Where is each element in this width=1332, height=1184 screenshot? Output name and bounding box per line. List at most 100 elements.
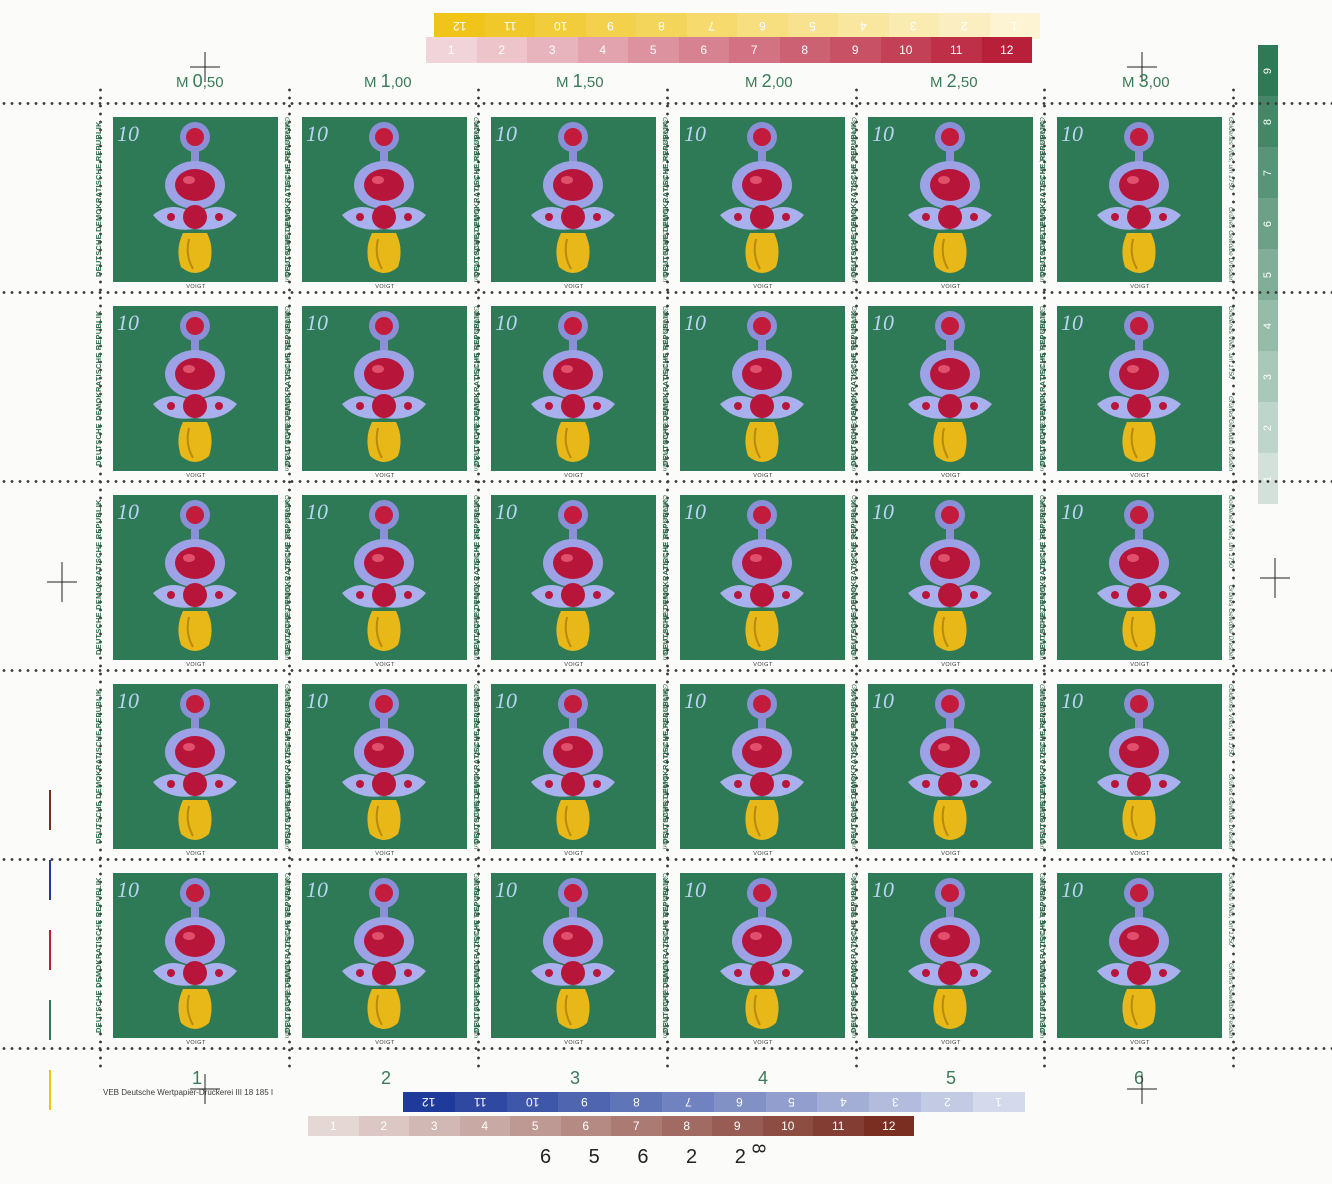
- stamp-denomination: 10: [1061, 877, 1083, 902]
- golden-fleece-jewel-icon: [1097, 689, 1181, 840]
- stamp-country: DEUTSCHE DEMOKRATISCHE REPUBLIK: [849, 877, 858, 1034]
- stamp: DEUTSCHE DEMOKRATISCHE REPUBLIK 10 Golde…: [283, 869, 479, 1055]
- stamp: DEUTSCHE DEMOKRATISCHE REPUBLIK 10 Golde…: [661, 302, 857, 488]
- stamp-caption-bottom: Grünes Gewölbe Dresden: [661, 584, 668, 660]
- stamp: DEUTSCHE DEMOKRATISCHE REPUBLIK 10 Golde…: [94, 680, 290, 866]
- stamp-caption-top: Goldenes Vlies, um 1750: [283, 117, 290, 190]
- stamp-caption-top: Goldenes Vlies, um 1750: [1227, 684, 1234, 757]
- stamp-denomination: 10: [117, 310, 139, 335]
- top_bar_yellow-cell: 2: [939, 13, 990, 39]
- stamp-caption-bottom: Grünes Gewölbe Dresden: [472, 395, 479, 471]
- golden-fleece-jewel-icon: [908, 122, 992, 273]
- right_bar_green-cell: 5: [1258, 249, 1278, 300]
- stamp: DEUTSCHE DEMOKRATISCHE REPUBLIK 10 Golde…: [472, 680, 668, 866]
- top_bar_yellow-cell: 8: [636, 13, 687, 39]
- perforation-column: [477, 86, 480, 1071]
- right_bar_green-cell: 6: [1258, 198, 1278, 249]
- stamp-caption-bottom: Grünes Gewölbe Dresden: [283, 395, 290, 471]
- stamp-caption-bottom: Grünes Gewölbe Dresden: [283, 773, 290, 849]
- registration-mark-right: [1260, 558, 1290, 598]
- stamp-designer: VOIGT: [375, 662, 395, 668]
- stamp-caption-bottom: Grünes Gewölbe Dresden: [661, 206, 668, 282]
- stamp-caption-top: Goldenes Vlies, um 1750: [661, 684, 668, 757]
- stamp-denomination: 10: [306, 877, 328, 902]
- value-label: M 2,50: [930, 71, 978, 91]
- bottom_bar_brown-cell: 6: [560, 1116, 611, 1136]
- top_bar_red-cell: 5: [628, 37, 679, 63]
- stamp-caption-bottom: Grünes Gewölbe Dresden: [472, 206, 479, 282]
- top_bar_yellow-cell: 9: [585, 13, 636, 39]
- stamp-designer: VOIGT: [753, 662, 773, 668]
- stamp-caption: Goldenes Vlies, um 1750 Grünes Gewölbe D…: [280, 495, 290, 660]
- top_bar_red-cell: 6: [678, 37, 729, 63]
- stamp-caption: Goldenes Vlies, um 1750 Grünes Gewölbe D…: [1224, 306, 1234, 471]
- stamp-country: DEUTSCHE DEMOKRATISCHE REPUBLIK: [472, 688, 481, 845]
- stamp-caption-top: Goldenes Vlies, um 1750: [472, 117, 479, 190]
- stamp-designer: VOIGT: [941, 284, 961, 290]
- stamp-caption-top: Goldenes Vlies, um 1750: [661, 117, 668, 190]
- stamp-designer: VOIGT: [1130, 284, 1150, 290]
- golden-fleece-jewel-icon: [531, 878, 615, 1029]
- stamp-caption-bottom: Grünes Gewölbe Dresden: [661, 962, 668, 1038]
- golden-fleece-jewel-icon: [720, 311, 804, 462]
- value-label: M 0,50: [176, 71, 224, 91]
- top_bar_red-cell: 9: [830, 37, 881, 63]
- stamp-denomination: 10: [872, 310, 894, 335]
- stamp-designer: VOIGT: [1130, 851, 1150, 857]
- bottom_bar_brown-cell: 7: [611, 1116, 662, 1136]
- stamp-denomination: 10: [306, 688, 328, 713]
- column-number: 1: [192, 1068, 203, 1088]
- stamp-caption-bottom: Grünes Gewölbe Dresden: [1227, 962, 1234, 1038]
- stamp-country: DEUTSCHE DEMOKRATISCHE REPUBLIK: [283, 688, 292, 845]
- stamp-caption-top: Goldenes Vlies, um 1750: [850, 873, 857, 946]
- stamp-caption: Goldenes Vlies, um 1750 Grünes Gewölbe D…: [280, 873, 290, 1038]
- stamp-caption: Goldenes Vlies, um 1750 Grünes Gewölbe D…: [280, 306, 290, 471]
- golden-fleece-jewel-icon: [720, 878, 804, 1029]
- value-label: M 2,00: [745, 71, 793, 91]
- stamp-caption-top: Goldenes Vlies, um 1750: [850, 306, 857, 379]
- top_bar_red-cell: 12: [981, 37, 1032, 63]
- column-number: 3: [570, 1068, 581, 1088]
- stamp-caption: Goldenes Vlies, um 1750 Grünes Gewölbe D…: [1035, 684, 1045, 849]
- stamp: DEUTSCHE DEMOKRATISCHE REPUBLIK 10 Golde…: [661, 869, 857, 1055]
- golden-fleece-jewel-icon: [720, 689, 804, 840]
- stamp-caption-top: Goldenes Vlies, um 1750: [1227, 873, 1234, 946]
- stamp-country: DEUTSCHE DEMOKRATISCHE REPUBLIK: [472, 310, 481, 467]
- stamp-caption-bottom: Grünes Gewölbe Dresden: [1227, 584, 1234, 660]
- stamp-country: DEUTSCHE DEMOKRATISCHE REPUBLIK: [1038, 310, 1047, 467]
- perforation-column: [1232, 86, 1235, 1071]
- stamp: DEUTSCHE DEMOKRATISCHE REPUBLIK 10 Golde…: [849, 869, 1045, 1055]
- bottom_bar_blue-cell: 6: [713, 1092, 766, 1112]
- stamp-caption: Goldenes Vlies, um 1750 Grünes Gewölbe D…: [469, 873, 479, 1038]
- stamp: DEUTSCHE DEMOKRATISCHE REPUBLIK 10 Golde…: [472, 491, 668, 677]
- stamp-caption-top: Goldenes Vlies, um 1750: [472, 684, 479, 757]
- stamp: DEUTSCHE DEMOKRATISCHE REPUBLIK 10 Golde…: [472, 302, 668, 488]
- stamp: DEUTSCHE DEMOKRATISCHE REPUBLIK 10 Golde…: [283, 680, 479, 866]
- golden-fleece-jewel-icon: [531, 500, 615, 651]
- stamp-denomination: 10: [1061, 499, 1083, 524]
- stamp-country: DEUTSCHE DEMOKRATISCHE REPUBLIK: [849, 310, 858, 467]
- stamp-caption-bottom: Grünes Gewölbe Dresden: [472, 773, 479, 849]
- stamp-caption-top: Goldenes Vlies, um 1750: [661, 873, 668, 946]
- stamp: DEUTSCHE DEMOKRATISCHE REPUBLIK 10 Golde…: [661, 113, 857, 299]
- stamp-caption: Goldenes Vlies, um 1750 Grünes Gewölbe D…: [1224, 684, 1234, 849]
- registration-mark-left: [47, 562, 77, 602]
- stamp-caption-bottom: Grünes Gewölbe Dresden: [1038, 962, 1045, 1038]
- stamp-caption: Goldenes Vlies, um 1750 Grünes Gewölbe D…: [847, 495, 857, 660]
- stamp-caption-bottom: Grünes Gewölbe Dresden: [850, 395, 857, 471]
- stamp-caption: Goldenes Vlies, um 1750 Grünes Gewölbe D…: [658, 873, 668, 1038]
- stamp-country: DEUTSCHE DEMOKRATISCHE REPUBLIK: [283, 121, 292, 278]
- registration-mark-top-left: [190, 52, 220, 82]
- stamp: DEUTSCHE DEMOKRATISCHE REPUBLIK 10 Golde…: [283, 302, 479, 488]
- column-number: 5: [946, 1068, 957, 1088]
- stamp-caption-top: Goldenes Vlies, um 1750: [850, 495, 857, 568]
- stamp-caption-top: Goldenes Vlies, um 1750: [850, 117, 857, 190]
- stamp-caption-bottom: Grünes Gewölbe Dresden: [1038, 584, 1045, 660]
- stamp: DEUTSCHE DEMOKRATISCHE REPUBLIK 10 Golde…: [472, 869, 668, 1055]
- registration-mark-bottom-left: [190, 1074, 220, 1104]
- stamp-caption-bottom: Grünes Gewölbe Dresden: [283, 584, 290, 660]
- stamp-designer: VOIGT: [941, 662, 961, 668]
- margin-line-yellow: [49, 1070, 51, 1110]
- stamp-caption-top: Goldenes Vlies, um 1750: [1038, 495, 1045, 568]
